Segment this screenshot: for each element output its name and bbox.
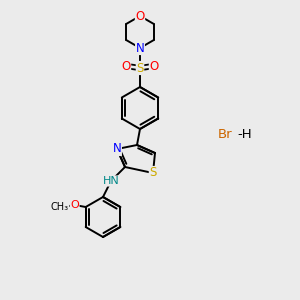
Text: CH₃: CH₃ (51, 202, 69, 212)
Text: HN: HN (103, 176, 119, 186)
Text: N: N (112, 142, 122, 155)
Text: O: O (70, 200, 79, 210)
Text: O: O (149, 59, 159, 73)
Text: S: S (149, 167, 157, 179)
Text: O: O (122, 59, 130, 73)
Text: S: S (136, 61, 144, 74)
Text: O: O (135, 10, 145, 22)
Text: N: N (136, 41, 144, 55)
Text: Br: Br (218, 128, 232, 142)
Text: -H: -H (238, 128, 252, 142)
